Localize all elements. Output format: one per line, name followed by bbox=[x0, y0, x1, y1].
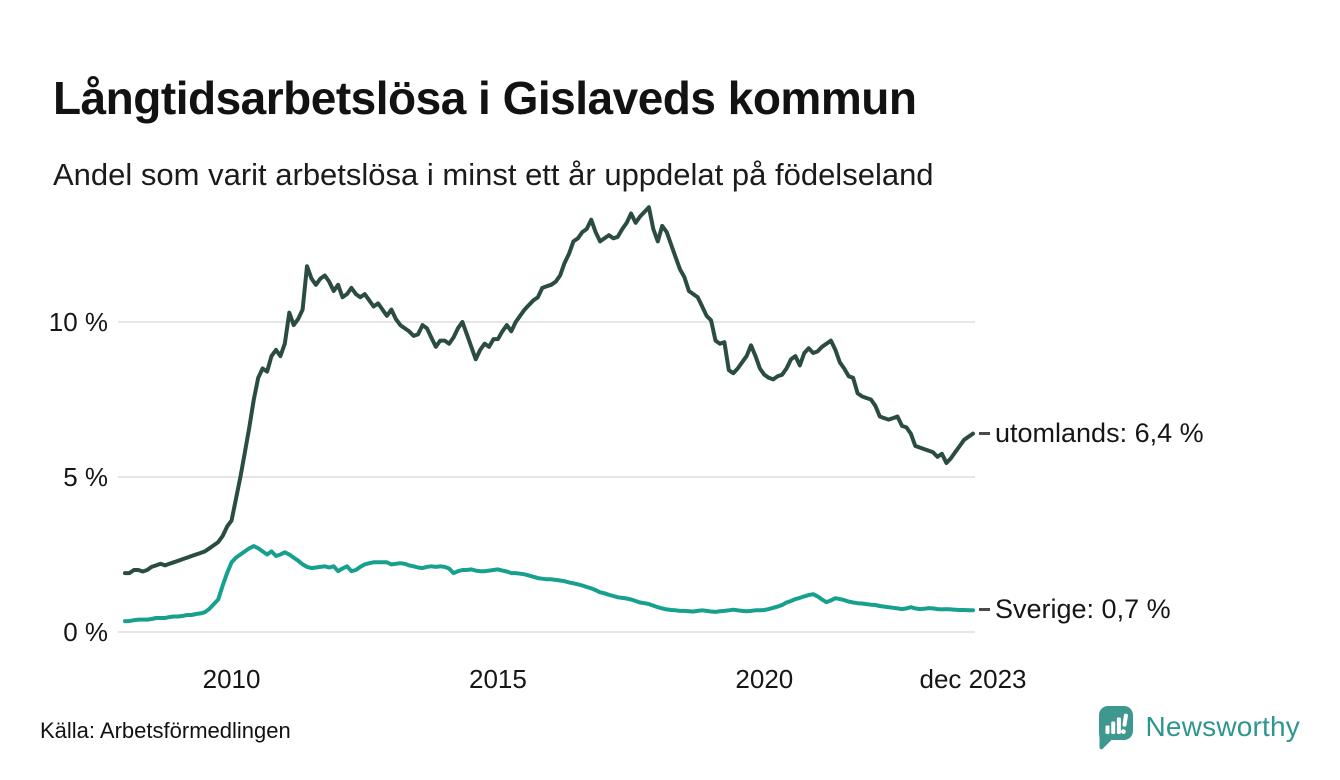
series-end-label-utomlands: utomlands: 6,4 % bbox=[979, 418, 1204, 449]
x-axis-tick-label: 2015 bbox=[469, 664, 527, 694]
page-title: Långtidsarbetslösa i Gislaveds kommun bbox=[53, 71, 917, 124]
newsworthy-wordmark: Newsworthy bbox=[1145, 711, 1300, 742]
chart-subtitle: Andel som varit arbetslösa i minst ett å… bbox=[53, 157, 934, 192]
newsworthy-branding: Newsworthy bbox=[1096, 704, 1300, 750]
source-attribution: Källa: Arbetsförmedlingen bbox=[40, 718, 291, 743]
y-axis-tick-label: 5 % bbox=[63, 462, 108, 492]
newsworthy-pin-barchart-icon bbox=[1098, 706, 1133, 750]
label-leader-dash bbox=[979, 608, 990, 612]
x-axis-tick-label: 2020 bbox=[735, 664, 793, 694]
utomlands-line bbox=[123, 205, 975, 576]
x-axis-tick-label: 2010 bbox=[203, 664, 261, 694]
series-end-label-text: Sverige: 0,7 % bbox=[995, 594, 1171, 625]
series-end-label-text: utomlands: 6,4 % bbox=[995, 417, 1204, 448]
y-axis-tick-label: 0 % bbox=[63, 617, 108, 647]
sverige-line bbox=[123, 544, 975, 624]
x-axis-tick-label: dec 2023 bbox=[920, 664, 1027, 694]
y-axis-tick-label: 10 % bbox=[49, 307, 108, 337]
series-end-label-sverige: Sverige: 0,7 % bbox=[979, 594, 1171, 625]
label-leader-dash bbox=[979, 431, 990, 435]
